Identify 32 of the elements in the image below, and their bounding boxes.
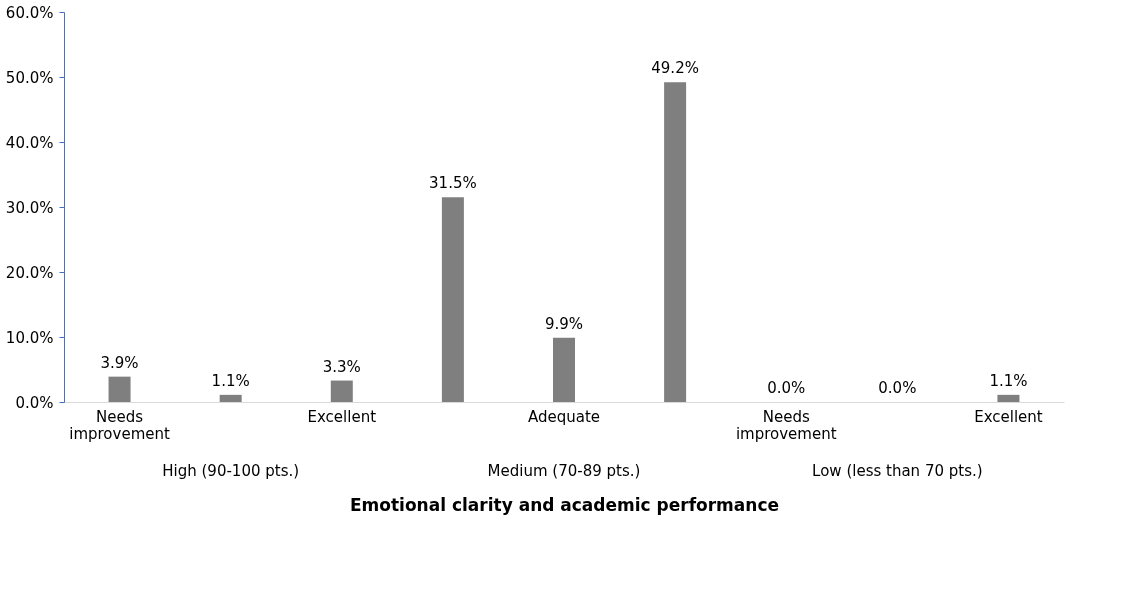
data-label: 1.1% (989, 371, 1028, 390)
bar (553, 337, 575, 402)
data-label: 31.5% (429, 174, 477, 193)
bar (997, 394, 1020, 402)
data-label: 3.3% (322, 357, 361, 376)
x-tick-label: Excellent (974, 408, 1043, 426)
data-label: 0.0% (767, 379, 806, 397)
y-tick-label: 60.0% (5, 3, 54, 22)
y-tick-label: 40.0% (5, 133, 54, 152)
bar (108, 376, 131, 402)
data-label: 3.9% (100, 353, 139, 372)
x-tick-label: Excellent (307, 408, 377, 426)
y-tick-label: 50.0% (5, 68, 54, 87)
x-tick-label: Needs improvement (735, 408, 837, 443)
y-tick-label: 10.0% (5, 328, 54, 347)
bar (219, 394, 242, 402)
y-tick-label: 20.0% (5, 263, 54, 282)
x-tick-label: Needs improvement (69, 408, 170, 443)
data-label: 49.2% (651, 59, 699, 78)
x-tick-label: Adequate (527, 408, 601, 426)
bar (330, 380, 353, 402)
data-label: 1.1% (211, 371, 250, 390)
bar (664, 82, 687, 402)
x-axis-title: Emotional clarity and academic performance (349, 494, 780, 515)
text: Low (less than 70 pts.) (812, 462, 983, 480)
text: High (90-100 pts.) (162, 462, 300, 480)
y-tick-label: 30.0% (5, 198, 54, 217)
data-label: 9.9% (544, 314, 584, 333)
bar (441, 197, 464, 402)
text: Medium (70-89 pts.) (487, 462, 641, 480)
y-tick-label: 0.0% (15, 393, 54, 412)
data-label: 0.0% (878, 379, 917, 397)
